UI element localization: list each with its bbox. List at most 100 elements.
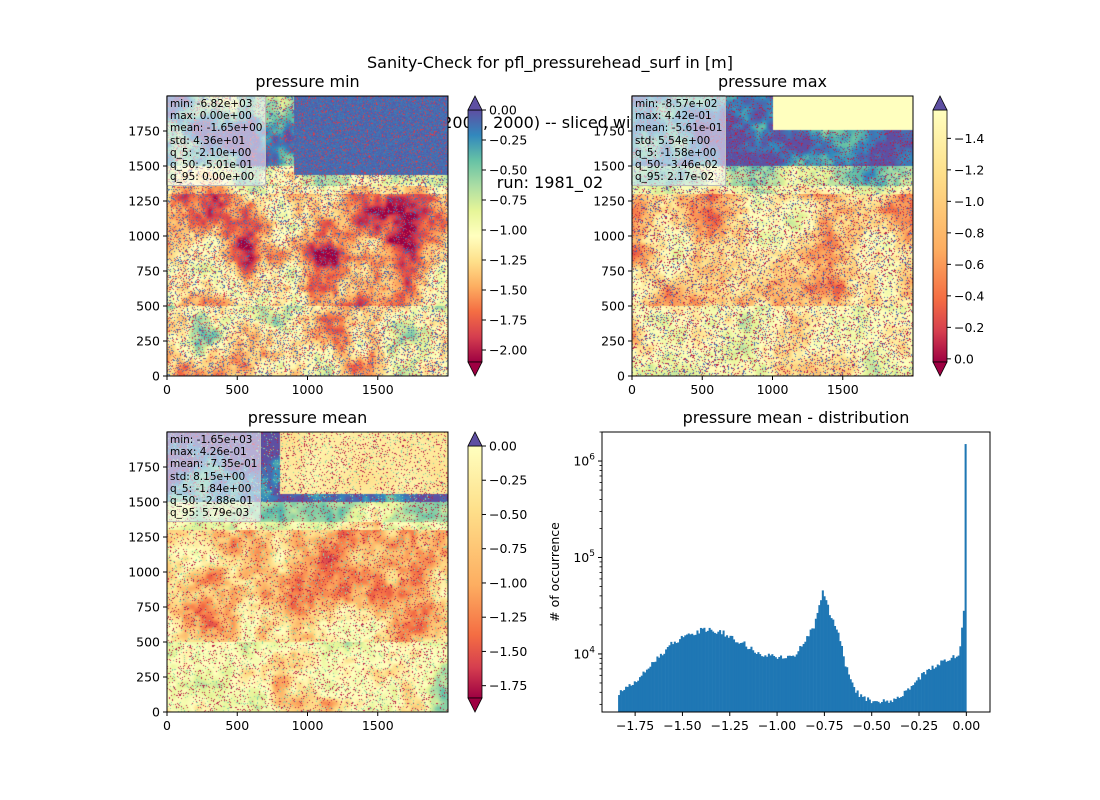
histogram-bar [654, 661, 657, 712]
histogram-bar [722, 630, 725, 712]
stat-line: std: 4.36e+01 [170, 134, 246, 147]
mean-xtick-label: 0 [163, 718, 171, 733]
histogram-bar [649, 666, 652, 712]
histogram-bar [818, 605, 821, 712]
histogram-bar [934, 667, 938, 712]
stat-line: q_50: -2.88e-01 [170, 495, 253, 508]
hist-ytick-label: 106 [573, 453, 595, 469]
histogram-bar [773, 655, 776, 712]
stats-box-max: min: -8.57e+02 max: 4.42e-01 mean: -5.61… [631, 95, 727, 187]
histogram-bar [750, 646, 753, 712]
axes-group: 0 500 1000 1500 0 250 500 750 1000 1250 1500 1750 0 5… [128, 95, 991, 733]
histogram-bar [933, 668, 936, 712]
hist-ytick-label: 104 [573, 645, 595, 661]
mean-ytick-label: 1000 [128, 565, 160, 580]
histogram-bar [879, 703, 882, 712]
min-ytick-label: 1250 [128, 194, 160, 209]
max-ytick-label: 1000 [593, 229, 625, 244]
mean-ytick-label: 500 [136, 635, 160, 650]
max-ytick-label: 500 [601, 299, 625, 314]
histogram-bar [708, 627, 711, 712]
histogram-bar [713, 632, 716, 712]
histogram-bar [912, 685, 915, 712]
histogram-bar [802, 643, 805, 712]
max-colorbar-label: −1.4 [954, 131, 984, 146]
figure-title-line-1: Sanity-Check for pfl_pressurehead_surf i… [367, 53, 733, 72]
mean-xtick-label: 1000 [292, 718, 324, 733]
histogram-bar [689, 634, 692, 712]
max-ytick-label: 750 [601, 264, 625, 279]
histogram-bar [910, 686, 913, 712]
max-colorbar-label: −0.2 [954, 320, 984, 335]
histogram-bar [874, 701, 877, 712]
histogram-bar [851, 682, 854, 712]
histogram-bar [846, 667, 849, 712]
histogram-bar [901, 696, 904, 712]
histogram-bar [778, 656, 781, 712]
stat-line: std: 8.15e+00 [170, 470, 246, 483]
histogram-bar [692, 635, 696, 712]
histogram-bar [943, 659, 946, 712]
max-colorbar-label: −0.4 [954, 288, 984, 303]
histogram-bar [813, 628, 816, 712]
stat-line: std: 5.54e+00 [635, 134, 711, 147]
panel-title-max: pressure max [717, 72, 828, 91]
min-ytick-label: 1750 [128, 124, 160, 139]
histogram-bar [856, 690, 859, 712]
mean-ytick-label: 1750 [128, 460, 160, 475]
histogram-bar [950, 657, 953, 712]
histogram-bar [908, 689, 911, 712]
panel-title-distribution: pressure mean - distribution [682, 408, 910, 427]
stat-line: q_5: -1.84e+00 [170, 482, 252, 495]
hist-xtick-label: −1.50 [663, 718, 701, 733]
histogram-bar [673, 641, 676, 712]
histogram-bar [741, 642, 744, 712]
histogram-bar [729, 635, 732, 712]
stat-line: q_95: 2.17e-02 [635, 171, 715, 184]
histogram-bar [915, 680, 918, 712]
histogram-bar [738, 643, 741, 712]
histogram-bar [940, 660, 943, 712]
histogram-bar [921, 673, 924, 712]
histogram-bar [884, 701, 887, 712]
min-ytick-label: 1500 [128, 159, 160, 174]
histogram-bar [814, 618, 817, 712]
histogram-bar [844, 666, 847, 712]
histogram-bar [717, 631, 720, 712]
histogram-bar [757, 652, 760, 712]
hist-xtick-label: −1.75 [616, 718, 654, 733]
histogram-bar [903, 690, 906, 712]
min-colorbar-label: −1.75 [489, 313, 527, 328]
histogram-bar [753, 652, 756, 712]
histogram-bar [821, 590, 824, 712]
histogram-bar [621, 691, 624, 712]
mean-colorbar-label: −0.50 [489, 507, 527, 522]
max-frame [631, 95, 914, 377]
histogram-bar [652, 662, 655, 712]
histogram-bar [755, 653, 758, 712]
mean-colorbar-extend-bottom [467, 697, 483, 713]
histogram-bar [849, 679, 852, 712]
histogram-bar [767, 653, 770, 712]
histogram-bar [793, 656, 796, 712]
stats-box-mean: min: -1.65e+03 max: 4.26e-01 mean: -7.35… [166, 431, 262, 523]
mean-colorbar-label: −1.25 [489, 610, 527, 625]
histogram-bar [807, 636, 810, 712]
max-ytick-label: 250 [601, 334, 625, 349]
histogram-bar [837, 632, 840, 712]
histogram-bar [858, 696, 861, 712]
histogram-bar [926, 669, 929, 712]
histogram-bar [682, 637, 685, 712]
histogram-bar [962, 610, 965, 712]
min-colorbar-label: −1.25 [489, 253, 527, 268]
histogram-bar [658, 657, 661, 712]
histogram-bar [785, 658, 788, 712]
min-colorbar [467, 109, 483, 363]
mean-colorbar-label: 0.00 [489, 439, 517, 454]
histogram-bar [684, 635, 687, 712]
histogram-bar [941, 660, 945, 712]
histogram-bar [619, 690, 622, 712]
histogram-bar [827, 604, 830, 712]
histogram-bar [799, 646, 802, 712]
